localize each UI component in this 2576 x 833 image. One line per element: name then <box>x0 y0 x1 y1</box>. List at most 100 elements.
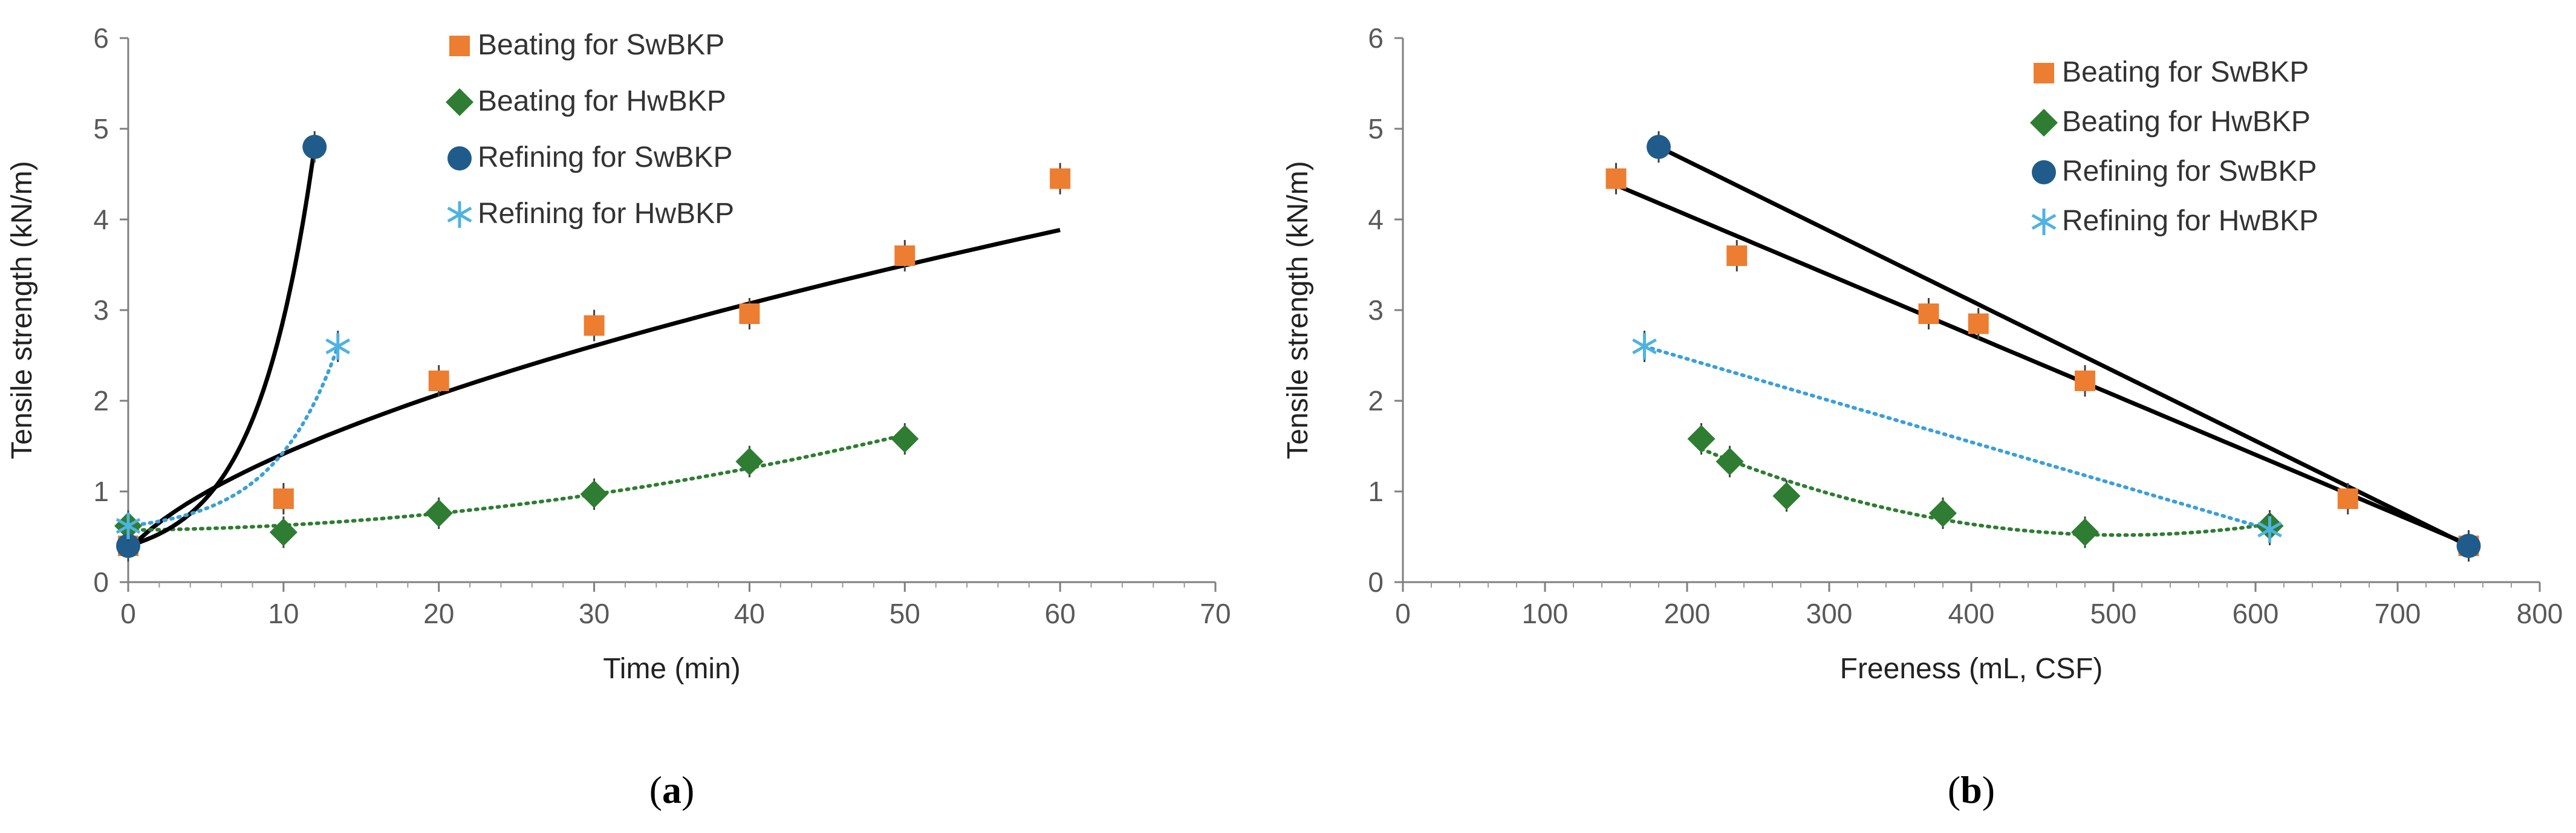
y-axis-title: Tensile strength (kN/m) <box>1282 161 1314 459</box>
legend-entry: Beating for SwBKP <box>2062 56 2309 88</box>
data-point <box>428 371 449 391</box>
data-point <box>2075 371 2095 391</box>
y-tick-label: 2 <box>93 385 109 416</box>
legend-marker-beating-for-swbkp <box>449 36 470 56</box>
legend-marker-refining-for-swbkp <box>2032 160 2056 184</box>
series-refining-for-hwbkp <box>1632 331 2282 545</box>
trendline-refining-for-hwbkp <box>1642 345 2272 531</box>
trendline-refining-for-hwbkp <box>126 345 340 528</box>
x-tick-label: 0 <box>1395 598 1411 629</box>
legend-marker-beating-for-hwbkp <box>2030 109 2058 137</box>
legend: Beating for SwBKP Beating for HwBKP Refini… <box>2030 56 2318 237</box>
x-tick-label: 20 <box>423 598 454 629</box>
panel-label: (b) <box>1948 768 1995 811</box>
data-point <box>894 245 916 266</box>
series-beating-for-hwbkp <box>1687 423 2284 548</box>
data-point <box>1726 245 1748 266</box>
panel-label: (a) <box>649 768 695 811</box>
chart-panel-b: 0 1 2 3 4 5 6 0 100 200 300 400 500 600 700 800 Freeness… <box>1282 22 2563 811</box>
data-point <box>2071 518 2099 546</box>
x-tick-label: 100 <box>1522 598 1569 629</box>
y-tick-label: 2 <box>1368 385 1384 416</box>
y-axis-title: Tensile strength (kN/m) <box>6 161 38 459</box>
data-point <box>273 488 294 509</box>
x-tick-label: 0 <box>120 598 136 629</box>
series-refining-for-swbkp <box>116 131 327 562</box>
legend-entry: Refining for HwBKP <box>2062 205 2318 237</box>
legend-entry: Refining for SwBKP <box>478 141 733 173</box>
legend-entry: Refining for HwBKP <box>478 198 734 230</box>
series-refining-for-hwbkp <box>115 331 351 542</box>
legend-marker-beating-for-swbkp <box>2034 63 2054 83</box>
y-tick-label: 0 <box>1368 566 1384 598</box>
x-tick-label: 600 <box>2233 598 2279 629</box>
data-point <box>1605 168 1627 189</box>
data-point <box>116 534 140 558</box>
data-point <box>2337 488 2358 509</box>
data-point <box>1772 482 1801 510</box>
data-point <box>1918 303 1939 324</box>
data-point <box>424 499 453 527</box>
x-tick-label: 800 <box>2517 598 2563 629</box>
y-tick-label: 6 <box>93 22 109 54</box>
trendline-beating-for-hwbkp <box>126 433 907 532</box>
x-tick-label: 40 <box>734 598 765 629</box>
data-point <box>1968 313 1989 334</box>
legend-marker-refining-for-swbkp <box>447 146 472 170</box>
data-point <box>584 315 605 336</box>
trendline-beating-for-swbkp <box>1615 183 2470 547</box>
x-tick-label: 10 <box>268 598 299 629</box>
x-tick-label: 700 <box>2375 598 2421 629</box>
data-point <box>302 135 327 159</box>
data-point <box>2257 516 2282 543</box>
x-tick-label: 50 <box>890 598 920 629</box>
data-point <box>735 447 764 476</box>
y-tick-label: 4 <box>1368 204 1384 235</box>
legend-entry: Refining for SwBKP <box>2062 155 2317 187</box>
x-tick-label: 400 <box>1948 598 1995 629</box>
y-tick-label: 5 <box>93 113 109 144</box>
data-point <box>580 480 608 508</box>
x-tick-label: 30 <box>579 598 610 629</box>
x-tick-label: 60 <box>1045 598 1076 629</box>
legend-marker-beating-for-hwbkp <box>446 88 473 116</box>
x-tick-label: 200 <box>1664 598 1711 629</box>
trendline-refining-for-swbkp <box>128 146 317 548</box>
legend-entry: Beating for HwBKP <box>2062 106 2311 138</box>
legend-entry: Beating for SwBKP <box>478 29 724 61</box>
y-tick-label: 0 <box>93 566 109 598</box>
series-beating-for-hwbkp <box>114 423 919 548</box>
y-tick-label: 1 <box>1368 476 1384 507</box>
x-axis-title: Freeness (mL, CSF) <box>1840 653 2103 685</box>
y-tick-label: 1 <box>93 476 109 507</box>
data-point <box>1632 333 1657 360</box>
data-point <box>739 303 760 324</box>
data-point <box>2456 534 2481 558</box>
trendline-refining-for-swbkp <box>1657 144 2470 548</box>
data-point <box>269 518 298 546</box>
data-point <box>1716 447 1744 476</box>
series-refining-for-swbkp <box>1647 131 2481 562</box>
y-tick-label: 6 <box>1368 22 1384 54</box>
legend-marker-refining-for-hwbkp <box>2031 209 2057 235</box>
data-point <box>325 333 351 360</box>
data-point <box>1687 425 1716 453</box>
trendline-beating-for-hwbkp <box>1699 447 2272 537</box>
x-tick-label: 70 <box>1200 598 1231 629</box>
y-tick-label: 3 <box>1368 294 1384 326</box>
legend-entry: Beating for HwBKP <box>478 85 726 117</box>
data-point <box>1050 168 1071 189</box>
data-point <box>1647 135 1671 159</box>
y-tick-label: 5 <box>1368 113 1384 144</box>
data-point <box>891 425 919 453</box>
x-tick-label: 500 <box>2090 598 2137 629</box>
data-point <box>1929 499 1957 527</box>
data-point <box>115 513 141 539</box>
y-tick-label: 3 <box>93 294 109 326</box>
legend-marker-refining-for-hwbkp <box>447 201 472 228</box>
x-axis-title: Time (min) <box>603 653 741 685</box>
legend: Beating for SwBKP Beating for HwBKP Refini… <box>446 29 734 230</box>
y-tick-label: 4 <box>93 204 109 235</box>
